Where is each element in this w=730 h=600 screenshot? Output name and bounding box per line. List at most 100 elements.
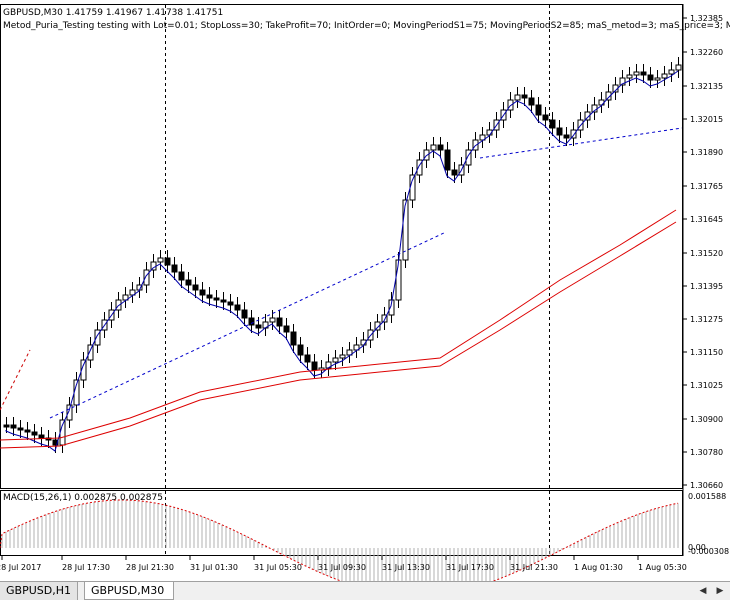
candle-body — [3, 424, 10, 428]
time-label: 1 Aug 05:30 — [638, 563, 687, 572]
candle-body — [122, 294, 129, 301]
candle-body — [584, 111, 591, 121]
price-label: 1.30780 — [690, 448, 723, 457]
price-axis: 1.32385 1.32260 1.32135 1.32015 1.31890 1.317… — [683, 14, 729, 556]
candle-body — [647, 74, 654, 81]
candle-body — [465, 149, 472, 166]
candle-body — [626, 74, 633, 79]
price-label: 1.30900 — [690, 415, 723, 424]
candle-body — [619, 77, 626, 86]
candle-body — [381, 314, 388, 323]
candle-body — [52, 439, 59, 446]
trade-line — [49, 231, 447, 419]
candle-body — [633, 71, 640, 76]
price-label: 1.32260 — [690, 48, 723, 57]
candle-body — [31, 431, 38, 436]
candle-body — [171, 264, 178, 273]
price-label: 1.31275 — [690, 315, 723, 324]
price-label: 1.31395 — [690, 282, 723, 291]
candle-body — [556, 127, 563, 136]
trade-line — [0, 349, 31, 411]
time-label: 31 Jul 09:30 — [318, 563, 366, 572]
candle-body — [542, 114, 549, 121]
candle-body — [206, 294, 213, 299]
candle-body — [290, 331, 297, 346]
macd-label: MACD(15,26,1) 0.002875 0.002875 — [3, 493, 163, 503]
candle-body — [535, 104, 542, 116]
candle-body — [276, 317, 283, 327]
candle-body — [185, 279, 192, 286]
candle-body — [94, 329, 101, 346]
candle-body — [661, 73, 668, 79]
candle-body — [549, 119, 556, 129]
tab-gbpusd-h1[interactable]: GBPUSD,H1 — [0, 582, 78, 600]
chart-tabs-bar: GBPUSD,H1 GBPUSD,M30 ◀ ▶ — [0, 581, 730, 600]
tab-scroll-left-icon[interactable]: ◀ — [699, 586, 707, 596]
candle-body — [87, 344, 94, 361]
tab-scroll-right-icon[interactable]: ▶ — [716, 586, 724, 596]
candle-body — [283, 325, 290, 333]
tab-label: GBPUSD,M30 — [91, 584, 165, 597]
indicator-lines — [0, 70, 683, 452]
candle-body — [668, 69, 675, 75]
candle-body — [10, 424, 17, 429]
candle-body — [640, 71, 647, 76]
candle-body — [311, 361, 318, 371]
candle-body — [423, 149, 430, 161]
candle-body — [605, 91, 612, 101]
candle-body — [416, 159, 423, 176]
time-label: 28 Jul 2017 — [0, 563, 41, 572]
candle-body — [213, 297, 220, 301]
price-label: 1.31150 — [690, 348, 723, 357]
candle-body — [241, 309, 248, 319]
candle-body — [164, 257, 171, 266]
macd-scale-label: 0.00 — [688, 543, 706, 552]
candle-body — [563, 134, 570, 139]
symbol-info: GBPUSD,M30 1.41759 1.41967 1.41738 1.417… — [3, 8, 223, 18]
candle-body — [675, 64, 682, 71]
price-label: 1.31765 — [690, 182, 723, 191]
price-label: 1.32385 — [690, 14, 723, 23]
candle-body — [178, 271, 185, 281]
fast-ma-line — [5, 70, 679, 452]
price-chart[interactable]: 1.32385 1.32260 1.32135 1.32015 1.31890 1.317… — [0, 0, 730, 582]
candle-body — [248, 317, 255, 326]
candle-body — [234, 304, 241, 311]
indicator-params: Metod_Puria_Testing testing with Lot=0.0… — [3, 21, 730, 31]
time-label: 28 Jul 17:30 — [62, 563, 110, 572]
time-label: 31 Jul 17:30 — [446, 563, 494, 572]
candle-body — [598, 99, 605, 106]
candle-body — [654, 77, 661, 81]
time-label: 31 Jul 21:30 — [510, 563, 558, 572]
candle-body — [388, 299, 395, 316]
candle-body — [514, 94, 521, 101]
tab-gbpusd-m30[interactable]: GBPUSD,M30 — [84, 582, 174, 600]
candle-body — [402, 199, 409, 261]
price-label: 1.31645 — [690, 215, 723, 224]
candle-body — [444, 149, 451, 171]
candle-body — [157, 257, 164, 263]
time-label: 28 Jul 21:30 — [126, 563, 174, 572]
candle-body — [80, 359, 87, 381]
price-label: 1.32135 — [690, 82, 723, 91]
macd-scale-label: -0.000308 — [688, 547, 729, 556]
candle-body — [472, 139, 479, 151]
candle-body — [570, 129, 577, 139]
candle-body — [479, 134, 486, 141]
candle-body — [507, 99, 514, 111]
candle-body — [24, 429, 31, 433]
candle-body — [437, 144, 444, 151]
price-label: 1.31025 — [690, 381, 723, 390]
candle-body — [17, 427, 24, 431]
time-label: 31 Jul 05:30 — [254, 563, 302, 572]
candle-body — [269, 317, 276, 323]
candle-body — [297, 344, 304, 356]
candle-body — [199, 289, 206, 296]
candle-body — [255, 324, 262, 329]
tab-label: GBPUSD,H1 — [6, 584, 71, 597]
main-chart-frame — [0, 4, 683, 489]
macd-signal-line — [0, 499, 679, 582]
trade-line — [479, 127, 683, 159]
candle-body — [339, 354, 346, 359]
time-label: 1 Aug 01:30 — [574, 563, 623, 572]
